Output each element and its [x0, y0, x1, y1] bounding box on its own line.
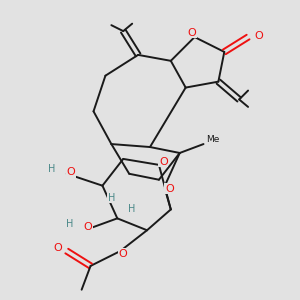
Text: O: O — [254, 31, 263, 40]
Text: H: H — [108, 193, 115, 202]
Text: H: H — [128, 204, 136, 214]
Text: O: O — [83, 222, 92, 232]
Text: O: O — [159, 157, 168, 167]
Text: O: O — [187, 28, 196, 38]
Text: O: O — [67, 167, 76, 177]
Text: O: O — [119, 249, 128, 259]
Text: Me: Me — [206, 135, 219, 144]
Text: O: O — [165, 184, 174, 194]
Text: O: O — [53, 243, 62, 253]
Text: H: H — [48, 164, 56, 174]
Text: H: H — [66, 219, 74, 229]
